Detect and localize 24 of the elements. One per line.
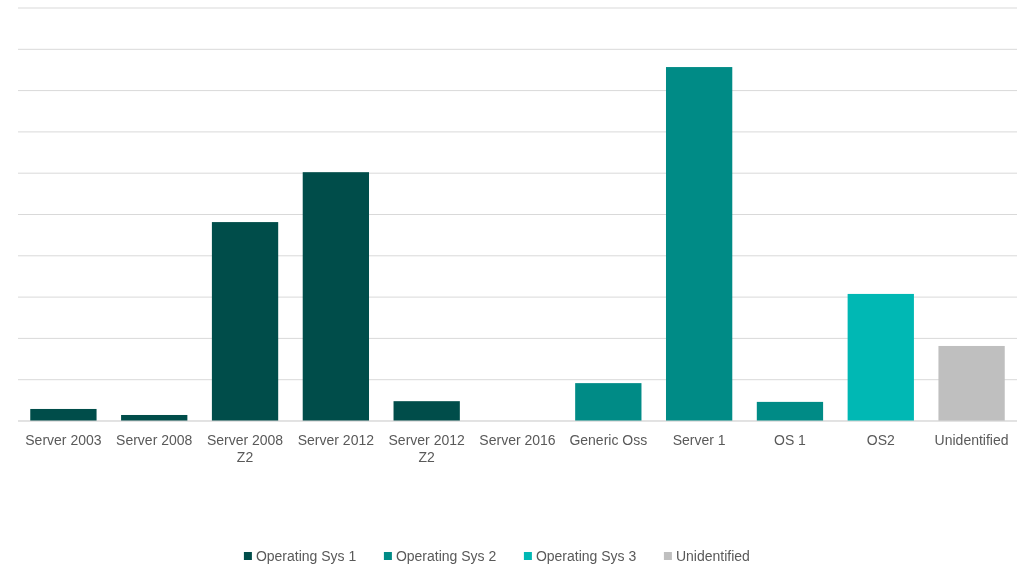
bar — [30, 408, 97, 421]
bar — [665, 67, 733, 421]
bar — [302, 172, 370, 421]
x-tick-label: Server 2008 Z2 — [206, 432, 284, 465]
x-tick-label: Server 2012 — [297, 432, 375, 448]
x-tick-label: Server 2012 Z2 — [388, 432, 466, 465]
bar — [575, 383, 642, 421]
x-tick-label: Server 1 — [672, 432, 726, 448]
legend-label: Unidentified — [675, 548, 750, 564]
x-tick-label: Server 2008 — [116, 432, 193, 448]
legend-label: Operating Sys 3 — [535, 548, 637, 564]
bar — [211, 222, 279, 421]
x-tick-label: Unidentified — [934, 432, 1009, 448]
legend-label: Operating Sys 2 — [395, 548, 497, 564]
bar — [847, 293, 914, 421]
bar — [393, 401, 460, 421]
legend-label: Operating Sys 1 — [255, 548, 357, 564]
x-tick-label: Server 2003 — [25, 432, 102, 448]
x-tick-label: Generic Oss — [569, 432, 648, 448]
x-tick-label: OS2 — [866, 432, 895, 448]
x-tick-label: OS 1 — [774, 432, 807, 448]
bar — [938, 345, 1005, 421]
x-tick-label: Server 2016 — [479, 432, 556, 448]
bar — [756, 401, 824, 421]
